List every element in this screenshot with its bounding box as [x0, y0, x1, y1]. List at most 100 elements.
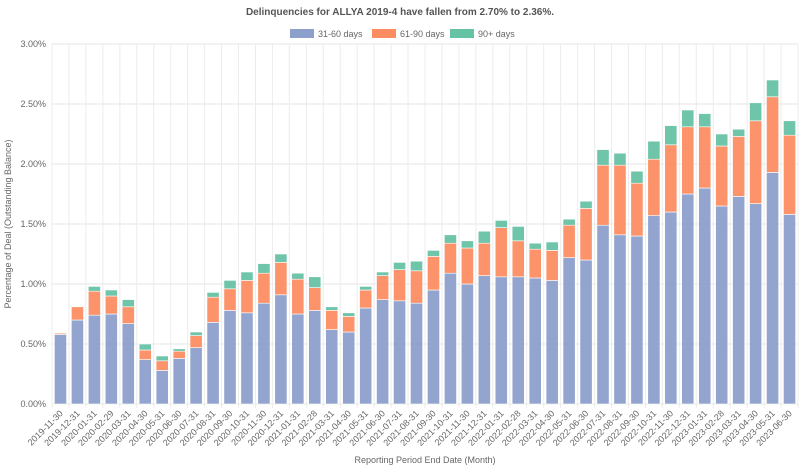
- bar-segment-90-days: [494, 220, 508, 228]
- bar-segment-31-60-days: [732, 196, 746, 405]
- bar-segment-90-days: [562, 218, 576, 226]
- bar-segment-31-60-days: [359, 307, 373, 405]
- bar-segment-90-days: [749, 102, 763, 122]
- bar-segment-90-days: [647, 140, 661, 160]
- bar-segment-31-60-days: [376, 299, 390, 405]
- bar-segment-90-days: [664, 125, 678, 146]
- bar-segment-90-days: [460, 240, 474, 249]
- bar-segment-61-90-days: [257, 272, 271, 304]
- bar-segment-61-90-days: [87, 290, 101, 316]
- bar-segment-90-days: [630, 170, 644, 184]
- bar-segment-31-60-days: [104, 313, 118, 405]
- bar-segment-31-60-days: [291, 313, 305, 405]
- bar-segment-90-days: [257, 263, 271, 274]
- x-axis-title: Reporting Period End Date (Month): [354, 455, 495, 465]
- bar-segment-61-90-days: [749, 120, 763, 204]
- bar-segment-31-60-days: [121, 323, 135, 405]
- bar-segment-61-90-days: [444, 242, 457, 274]
- bar-segment-61-90-days: [630, 182, 644, 237]
- legend-swatch: [290, 29, 314, 38]
- bar-segment-90-days: [698, 113, 712, 128]
- bar-segment-31-60-days: [257, 302, 271, 405]
- bar-segment-90-days: [138, 343, 152, 351]
- bar-segment-31-60-days: [681, 193, 695, 405]
- bar-segment-61-90-days: [613, 164, 627, 236]
- bar-segment-31-60-days: [596, 224, 610, 405]
- grid: [51, 43, 799, 408]
- legend: 31-60 days 61-90 days 90+ days: [290, 29, 515, 39]
- bar-segment-90-days: [155, 355, 169, 362]
- bar-segment-61-90-days: [715, 145, 729, 207]
- bar-segment-61-90-days: [71, 306, 84, 321]
- bar-segment-61-90-days: [528, 248, 542, 279]
- bar-segment-31-60-days: [698, 187, 712, 405]
- bar-segment-90-days: [104, 289, 118, 297]
- y-tick-label: 0.50%: [20, 339, 46, 349]
- bar-segment-90-days: [681, 109, 695, 128]
- bar-segment-61-90-days: [732, 136, 746, 197]
- bar-segment-61-90-days: [579, 208, 593, 261]
- bar-segment-61-90-days: [308, 287, 322, 311]
- bar-segment-90-days: [359, 286, 373, 291]
- bar-segment-61-90-days: [155, 360, 169, 371]
- bar-segment-31-60-days: [444, 272, 457, 405]
- bar-segment-90-days: [613, 152, 627, 166]
- y-tick-label: 1.00%: [20, 279, 46, 289]
- bar-segment-90-days: [715, 133, 729, 147]
- bar-segment-90-days: [240, 271, 254, 281]
- bar-segment-90-days: [189, 331, 203, 336]
- bar-segment-31-60-days: [749, 203, 763, 405]
- bar-segment-90-days: [223, 280, 237, 290]
- bar-segment-61-90-days: [698, 126, 712, 189]
- bar-segment-31-60-days: [715, 205, 729, 405]
- bar-segment-31-60-days: [138, 359, 152, 405]
- bar-segment-90-days: [121, 299, 135, 308]
- bar-segment-90-days: [528, 242, 542, 250]
- bar-segment-31-60-days: [71, 319, 84, 405]
- bar-segment-61-90-days: [359, 289, 373, 309]
- bar-segment-90-days: [766, 79, 779, 98]
- bar-segment-61-90-days: [393, 269, 406, 302]
- bar-segment-61-90-days: [376, 275, 390, 300]
- bar-segment-31-60-days: [528, 277, 542, 405]
- bar-segment-90-days: [325, 306, 339, 311]
- bar-segment-31-60-days: [54, 334, 67, 405]
- bar-segment-90-days: [511, 226, 525, 242]
- y-tick-label: 0.00%: [20, 399, 46, 409]
- bar-segment-61-90-days: [427, 256, 440, 291]
- bar-segment-90-days: [444, 234, 457, 244]
- bar-segment-61-90-days: [477, 242, 491, 276]
- bars: [54, 79, 796, 405]
- bar-segment-31-60-days: [562, 257, 576, 405]
- bar-segment-31-60-days: [427, 289, 440, 405]
- bar-segment-90-days: [545, 241, 559, 251]
- bar-segment-90-days: [206, 292, 220, 298]
- bar-segment-31-60-days: [460, 283, 474, 405]
- bar-segment-61-90-days: [189, 335, 203, 348]
- bar-segment-31-60-days: [477, 275, 491, 405]
- y-tick-label: 2.00%: [20, 159, 46, 169]
- bar-segment-31-60-days: [393, 300, 406, 405]
- bar-segment-31-60-days: [664, 211, 678, 405]
- bar-segment-61-90-days: [410, 270, 423, 304]
- bar-segment-90-days: [291, 272, 305, 280]
- bar-segment-61-90-days: [596, 164, 610, 226]
- bar-segment-61-90-days: [206, 296, 220, 323]
- bar-segment-90-days: [172, 348, 186, 352]
- bar-segment-61-90-days: [545, 250, 559, 281]
- bar-segment-90-days: [427, 250, 440, 257]
- bar-segment-61-90-days: [104, 295, 118, 315]
- bar-segment-31-60-days: [783, 214, 796, 405]
- y-axis: 0.00% 0.50% 1.00% 1.50% 2.00% 2.50% 3.00%: [20, 39, 46, 409]
- bar-segment-90-days: [477, 230, 491, 244]
- bar-segment-90-days: [342, 312, 356, 317]
- bar-segment-31-60-days: [579, 259, 593, 405]
- y-tick-label: 1.50%: [20, 219, 46, 229]
- bar-segment-61-90-days: [121, 306, 135, 324]
- bar-segment-61-90-days: [240, 280, 254, 314]
- bar-segment-31-60-days: [325, 329, 339, 405]
- legend-swatch: [372, 29, 396, 38]
- bar-segment-31-60-days: [172, 358, 186, 405]
- bar-segment-90-days: [579, 200, 593, 209]
